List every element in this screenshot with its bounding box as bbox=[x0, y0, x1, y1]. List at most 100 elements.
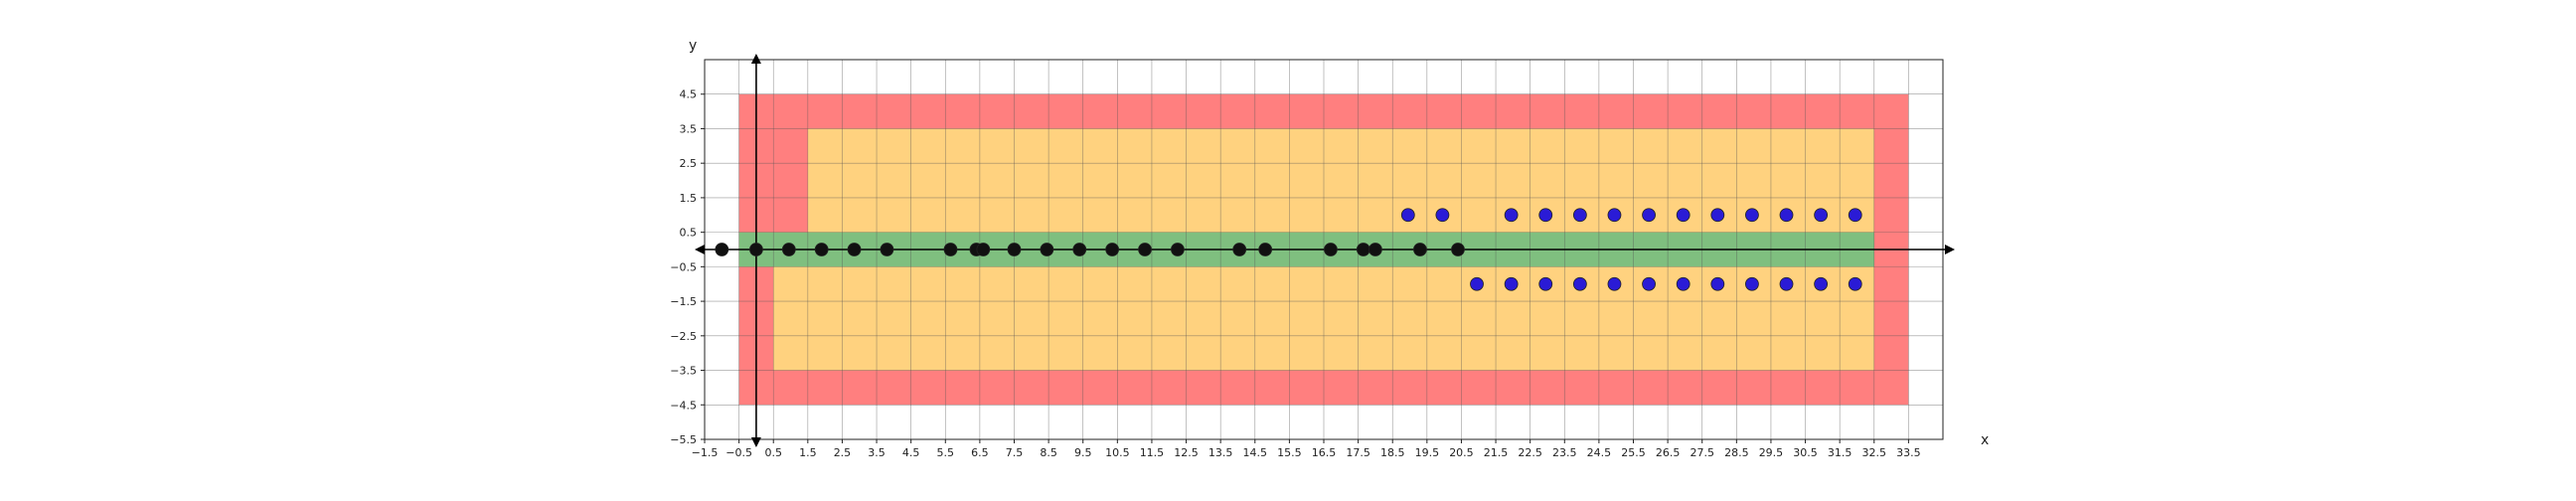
x-tick-label: 28.5 bbox=[1724, 446, 1749, 459]
x-tick-label: 32.5 bbox=[1862, 446, 1887, 459]
y-axis-arrow-down bbox=[750, 437, 761, 447]
x-tick-label: 4.5 bbox=[902, 446, 920, 459]
y-tick-label: 4.5 bbox=[680, 88, 698, 101]
x-tick-labels: −1.5 −0.5 0.5 1.5 2.5 3.5 4.5 5.5 6.5 7.5 8.5 9.5 10… bbox=[692, 439, 1921, 459]
x-tick-label: 27.5 bbox=[1690, 446, 1714, 459]
series-1-point bbox=[1745, 208, 1759, 223]
x-tick-label: 7.5 bbox=[1006, 446, 1024, 459]
series-0-point bbox=[1451, 243, 1465, 256]
y-tick-label: 0.5 bbox=[680, 227, 698, 240]
series-0-point bbox=[1232, 243, 1247, 256]
y-axis-label: y bbox=[689, 38, 697, 54]
x-tick-label: 10.5 bbox=[1105, 446, 1130, 459]
series-1-point bbox=[1814, 276, 1829, 291]
x-tick-label: 12.5 bbox=[1174, 446, 1199, 459]
x-tick-label: 13.5 bbox=[1208, 446, 1233, 459]
y-tick-label: 2.5 bbox=[680, 157, 698, 170]
x-tick-label: 6.5 bbox=[971, 446, 989, 459]
series-1-point bbox=[1607, 208, 1622, 223]
x-tick-label: 30.5 bbox=[1793, 446, 1818, 459]
x-tick-label: 3.5 bbox=[868, 446, 886, 459]
series-1-point bbox=[1779, 276, 1794, 291]
series-1-point bbox=[1848, 276, 1862, 291]
series-0-point bbox=[1356, 243, 1370, 256]
x-axis-arrow-right bbox=[1945, 245, 1955, 254]
series-0-point bbox=[847, 243, 862, 256]
x-tick-label: 23.5 bbox=[1552, 446, 1577, 459]
series-0-point bbox=[1007, 243, 1022, 256]
series-1-point bbox=[1710, 276, 1725, 291]
series-1-point bbox=[1676, 208, 1690, 223]
series-1-point bbox=[1538, 276, 1553, 291]
series-1-point bbox=[1607, 276, 1622, 291]
x-axis-label: x bbox=[1981, 432, 1989, 448]
series-0-point bbox=[1324, 243, 1338, 256]
x-tick-label: 25.5 bbox=[1621, 446, 1646, 459]
x-tick-label: 16.5 bbox=[1312, 446, 1337, 459]
y-tick-label: −2.5 bbox=[670, 330, 697, 343]
series-0-point bbox=[781, 243, 796, 256]
series-1-point bbox=[1779, 208, 1794, 223]
x-tick-label: 20.5 bbox=[1449, 446, 1474, 459]
series-0-point bbox=[976, 243, 991, 256]
x-tick-label: 8.5 bbox=[1040, 446, 1057, 459]
series-0-point bbox=[1105, 243, 1120, 256]
x-tick-label: 2.5 bbox=[834, 446, 852, 459]
y-tick-labels: −5.5 −4.5 −3.5 −2.5 −1.5 −0.5 0.5 1.5 2.5 3.5 4.5 bbox=[670, 88, 705, 446]
x-tick-label: 9.5 bbox=[1074, 446, 1092, 459]
series-1-point bbox=[1676, 276, 1690, 291]
series-1-point bbox=[1642, 208, 1656, 223]
x-tick-label: 17.5 bbox=[1346, 446, 1370, 459]
series-0-point bbox=[1138, 243, 1152, 256]
series-1-point bbox=[1848, 208, 1862, 223]
series-1-point bbox=[1572, 208, 1587, 223]
x-tick-label: 31.5 bbox=[1828, 446, 1852, 459]
series-0-point bbox=[1368, 243, 1382, 256]
series-0-point bbox=[1258, 243, 1273, 256]
series-1-point bbox=[1710, 208, 1725, 223]
y-tick-label: 1.5 bbox=[680, 192, 698, 205]
series-1-point bbox=[1572, 276, 1587, 291]
series-0-point bbox=[1040, 243, 1054, 256]
series-0-point bbox=[715, 243, 729, 256]
y-tick-label: −0.5 bbox=[670, 260, 697, 273]
series-0-point bbox=[943, 243, 958, 256]
x-tick-label: 21.5 bbox=[1484, 446, 1509, 459]
y-tick-label: −3.5 bbox=[670, 365, 697, 378]
series-1-point bbox=[1814, 208, 1829, 223]
x-tick-label: 11.5 bbox=[1140, 446, 1165, 459]
series-0-point bbox=[814, 243, 829, 256]
y-tick-label: 3.5 bbox=[680, 122, 698, 135]
x-tick-label: 26.5 bbox=[1656, 446, 1681, 459]
x-tick-label: 18.5 bbox=[1380, 446, 1405, 459]
series-0-point bbox=[1072, 243, 1087, 256]
series-0-point bbox=[1171, 243, 1185, 256]
x-tick-label: 19.5 bbox=[1415, 446, 1440, 459]
series-1-point bbox=[1400, 208, 1415, 223]
x-tick-label: 1.5 bbox=[799, 446, 817, 459]
y-tick-label: −4.5 bbox=[670, 399, 697, 412]
x-tick-label: 24.5 bbox=[1587, 446, 1612, 459]
series-1-point bbox=[1642, 276, 1656, 291]
series-1-point bbox=[1538, 208, 1553, 223]
x-tick-label: −0.5 bbox=[725, 446, 752, 459]
y-tick-label: −5.5 bbox=[670, 433, 697, 446]
x-tick-label: 33.5 bbox=[1896, 446, 1921, 459]
series-1-point bbox=[1504, 276, 1519, 291]
y-tick-label: −1.5 bbox=[670, 295, 697, 308]
series-1-point bbox=[1470, 276, 1484, 291]
y-axis-arrow-up bbox=[750, 54, 761, 64]
x-tick-label: 22.5 bbox=[1518, 446, 1542, 459]
data-points bbox=[715, 208, 1862, 291]
x-tick-label: 5.5 bbox=[937, 446, 955, 459]
x-tick-label: 0.5 bbox=[764, 446, 782, 459]
series-1-point bbox=[1435, 208, 1450, 223]
x-axis-arrow-left bbox=[695, 245, 705, 254]
x-tick-label: 15.5 bbox=[1277, 446, 1302, 459]
series-1-point bbox=[1504, 208, 1519, 223]
x-tick-label: 29.5 bbox=[1759, 446, 1784, 459]
series-0-point bbox=[880, 243, 894, 256]
x-tick-label: 14.5 bbox=[1243, 446, 1268, 459]
series-1-point bbox=[1745, 276, 1759, 291]
